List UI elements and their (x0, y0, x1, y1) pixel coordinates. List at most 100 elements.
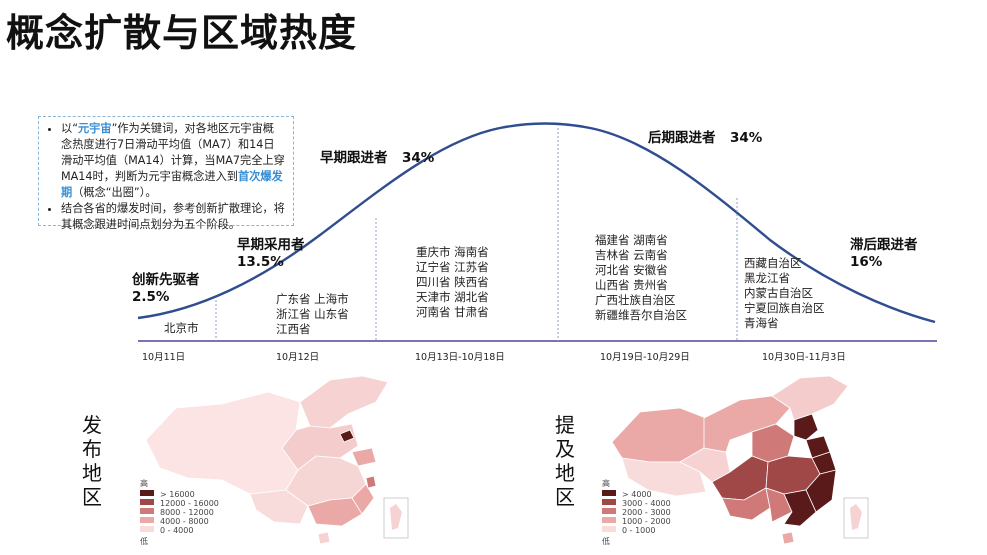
province-line: 天津市 湖北省 (416, 290, 489, 304)
province-line: 北京市 (164, 321, 199, 335)
legend-swatch (140, 508, 154, 514)
province-line: 宁夏回族自治区 (744, 301, 825, 315)
province-line: 浙江省 山东省 (276, 307, 349, 321)
province-line: 青海省 (744, 316, 779, 330)
province-list-s4: 福建省 湖南省 吉林省 云南省 河北省 安徽省 山西省 贵州省 广西壮族自治区 … (595, 233, 687, 322)
province-line: 吉林省 云南省 (595, 248, 668, 262)
stage-dividers (215, 128, 738, 341)
region-north (281, 423, 359, 471)
date-label-s5: 10月30日-11月3日 (762, 352, 846, 363)
map-mention-legend: 高 > 4000 3000 - 4000 2000 - 3000 1000 - … (602, 478, 671, 546)
province-line: 广西壮族自治区 (595, 293, 676, 307)
region-shanghai (365, 475, 377, 489)
region-shandong (351, 447, 377, 467)
region-hainan (317, 531, 331, 545)
province-line: 山西省 贵州省 (595, 278, 668, 292)
legend-range-label: 1000 - 2000 (622, 517, 671, 526)
region-beijing (339, 429, 355, 443)
province-line: 内蒙古自治区 (744, 286, 813, 300)
region-xinjiang (611, 407, 707, 463)
legend-swatch (140, 490, 154, 496)
legend-low-label: 低 (140, 536, 148, 546)
legend-range-label: 12000 - 16000 (160, 499, 219, 508)
stage-pct-laggards: 16% (850, 254, 883, 270)
date-label-s4: 10月19日-10月29日 (600, 352, 690, 363)
legend-range-label: 8000 - 12000 (160, 508, 214, 517)
map-label-char: 区 (555, 485, 575, 509)
note-bullet-2: 结合各省的爆发时间，参考创新扩散理论，将其概念跟进时间点划分为五个阶段。 (61, 201, 285, 233)
stage-pct-early-adopters: 13.5% (237, 254, 284, 270)
province-list-s3: 重庆市 海南省 辽宁省 江苏省 四川省 陕西省 天津市 湖北省 河南省 甘肃省 (416, 245, 489, 319)
map-mention-choropleth (611, 375, 849, 545)
diffusion-curve (137, 122, 936, 324)
legend-range-label: > 4000 (622, 490, 652, 499)
legend-range-label: 0 - 4000 (160, 526, 193, 535)
date-label-s2: 10月12日 (276, 352, 319, 363)
province-line: 河北省 安徽省 (595, 263, 668, 277)
legend-range-label: 0 - 1000 (622, 526, 655, 535)
map-label-char: 区 (82, 485, 102, 509)
south-sea-inset-mention (843, 497, 869, 539)
region-guangxi-hunan (765, 487, 793, 523)
stage-label-laggards: 滞后跟进者 (850, 236, 918, 253)
region-northeast (771, 375, 849, 421)
province-line: 河南省 甘肃省 (416, 305, 489, 319)
province-line: 四川省 陕西省 (416, 275, 489, 289)
region-northeast (299, 375, 389, 429)
region-beijing-hebei (793, 413, 819, 441)
legend-swatch (602, 526, 616, 532)
south-sea-inset-publish (383, 497, 409, 539)
stage-label-early-majority: 早期跟进者 (320, 150, 388, 166)
keyword-highlight: 元宇宙 (77, 122, 112, 135)
map-publish-choropleth (145, 375, 389, 545)
stage-pct-innovators: 2.5% (132, 289, 170, 305)
province-line: 新疆维吾尔自治区 (595, 308, 687, 322)
province-line: 西藏自治区 (744, 256, 802, 270)
page-title: 概念扩散与区域热度 (6, 11, 358, 55)
stage-pct-early-majority: 34% (402, 150, 435, 166)
stage-pct-late-majority: 34% (730, 130, 763, 146)
map-label-char: 地 (82, 461, 102, 485)
note-bullet-1: 以“元宇宙”作为关键词，对各地区元宇宙概念热度进行7日滑动平均值（MA7）和14… (61, 121, 285, 201)
map-mention-title: 提 及 地 区 (555, 413, 575, 509)
legend-range-label: 3000 - 4000 (622, 499, 671, 508)
map-label-char: 发 (82, 413, 102, 437)
province-line: 江西省 (276, 322, 311, 336)
province-line: 辽宁省 江苏省 (416, 260, 489, 274)
stage-label-early-adopters: 早期采用者 (237, 236, 305, 253)
province-list-s2: 广东省 上海市 浙江省 山东省 江西省 (276, 292, 349, 336)
legend-swatch (140, 517, 154, 523)
date-label-s1: 10月11日 (142, 352, 185, 363)
legend-swatch (602, 490, 616, 496)
outbreak-highlight: 首次爆发期 (61, 170, 283, 199)
province-list-s1: 北京市 (164, 321, 199, 335)
map-publish-legend: 高 > 16000 12000 - 16000 8000 - 12000 400… (140, 478, 219, 546)
region-hainan (781, 531, 795, 545)
legend-swatch (602, 508, 616, 514)
province-line: 重庆市 海南省 (416, 245, 489, 259)
stage-label-late-majority: 后期跟进者 (648, 129, 716, 146)
stage-label-innovators: 创新先驱者 (131, 271, 200, 288)
province-line: 黑龙江省 (744, 271, 790, 285)
legend-range-label: 4000 - 8000 (160, 517, 209, 526)
legend-swatch (140, 526, 154, 532)
date-label-s3: 10月13日-10月18日 (415, 352, 505, 363)
province-list-s5: 西藏自治区 黑龙江省 内蒙古自治区 宁夏回族自治区 青海省 (744, 256, 825, 330)
legend-low-label: 低 (602, 536, 610, 546)
map-label-char: 提 (555, 413, 575, 437)
legend-range-label: > 16000 (160, 490, 195, 499)
region-west (145, 391, 301, 495)
province-line: 广东省 上海市 (276, 292, 349, 306)
legend-high-label: 高 (602, 478, 610, 488)
legend-range-label: 2000 - 3000 (622, 508, 671, 517)
legend-high-label: 高 (140, 478, 148, 488)
legend-swatch (602, 499, 616, 505)
map-label-char: 地 (555, 461, 575, 485)
map-label-char: 及 (555, 437, 575, 461)
method-note-box: 以“元宇宙”作为关键词，对各地区元宇宙概念热度进行7日滑动平均值（MA7）和14… (38, 116, 294, 231)
legend-swatch (140, 499, 154, 505)
province-line: 福建省 湖南省 (595, 233, 668, 247)
region-guangdong (307, 497, 363, 527)
map-label-char: 布 (82, 437, 102, 461)
